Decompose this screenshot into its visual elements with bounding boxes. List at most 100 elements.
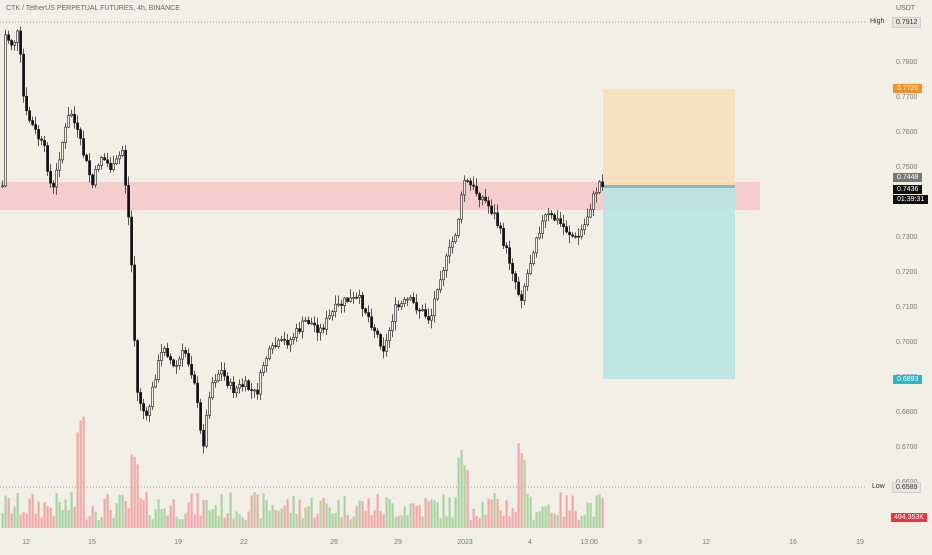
candle-body [118,155,122,160]
candle-body [112,163,116,170]
volume-bar [589,502,592,528]
volume-bar [469,519,472,528]
volume-bar [82,416,85,528]
volume-badge: 494.353K [891,513,927,522]
price-axis[interactable]: 0.78000.77000.76000.75000.74000.73000.72… [896,59,918,486]
candle-body [454,235,458,243]
candle-body [457,218,461,236]
candle-body [394,304,398,322]
volume-bar [436,502,439,528]
candle-body [460,194,464,220]
candle-body [100,157,104,166]
candle-body [202,429,206,447]
volume-bar [601,497,604,528]
volume-bar [496,498,499,528]
volume-bar [340,517,343,528]
candle-body [598,181,602,193]
target-price-badge: 0.7726 [893,84,923,93]
candle-body [250,389,254,391]
volume-bar [148,515,151,528]
candle-body [208,397,212,416]
candle-body [550,213,554,216]
candle-body [262,365,266,373]
volume-bar [391,503,394,528]
volume-bar [76,432,79,528]
volume-bar [175,517,178,528]
candle-body [571,234,575,237]
volume-bar [256,494,259,528]
volume-bar [490,499,493,528]
volume-bar [595,495,598,528]
target-zone[interactable] [603,89,735,186]
candle-body [82,138,86,156]
volume-bar [43,501,46,528]
candle-body [298,328,302,332]
volume-bar [241,517,244,528]
volume-bar [205,500,208,528]
volume-bar [28,498,31,528]
volume-bar [580,515,583,528]
volume-bar [61,509,64,528]
volume-bar [553,514,556,528]
candle-body [64,126,68,143]
volume-bar [220,494,223,528]
candle-body [595,192,599,195]
candle-body [469,180,473,186]
candle-body [415,302,419,311]
volume-bar [460,449,463,528]
entry-line [603,185,735,188]
time-axis[interactable]: 12 15 19 22 26 29 2023 4 13:00 9 12 16 19 [22,539,864,546]
volume-bar [154,509,157,528]
time-tick-label: 2023 [457,539,473,546]
volume-bar [130,454,133,528]
volume-bar [88,515,91,528]
volume-bar [208,510,211,528]
volume-bar [271,505,274,528]
volume-bar [559,492,562,528]
volume-bar [445,516,448,528]
candle-body [463,180,467,196]
candle-body [535,237,539,254]
candle-body [205,414,209,447]
volume-bar [106,493,109,528]
candle-body [376,330,380,335]
volume-bar [466,469,469,528]
volume-bar [94,511,97,528]
candle-body [517,281,521,295]
candle-body [88,160,92,176]
volume-bar [511,508,514,528]
candle-body [211,382,215,399]
candle-body [1,185,5,188]
candle-body [553,214,557,221]
volume-bar [25,513,28,528]
candle-body [322,327,326,330]
volume-bar [439,518,442,528]
candle-body [289,339,293,346]
candle-body [493,212,497,215]
volume-bar [532,519,535,528]
volume-bar [85,519,88,528]
candle-body [334,303,338,312]
volume-bar [31,494,34,528]
candle-body [241,384,245,387]
volume-bar [424,497,427,528]
candle-body [94,169,98,186]
candle-countdown: 01:39:31 [893,195,929,204]
candle-body [259,372,263,395]
volume-bar [547,504,550,528]
candle-body [256,389,260,395]
candle-body [328,315,332,319]
stop-zone[interactable] [603,186,735,379]
candle-body [85,154,89,161]
candle-body [154,379,158,388]
candle-body [562,223,566,228]
volume-bar [427,501,430,528]
candle-body [268,348,272,359]
price-tick-label: 0.6700 [896,444,918,451]
volume-bar [103,498,106,528]
volume-bar [91,506,94,528]
candle-body [229,381,233,386]
candle-body [361,294,365,309]
